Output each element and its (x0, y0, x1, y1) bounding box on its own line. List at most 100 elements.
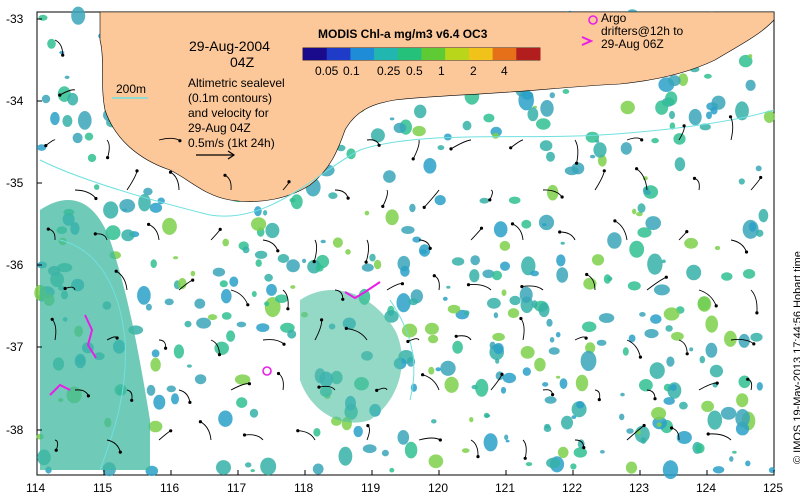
chl-patch (661, 259, 666, 264)
velocity-arrow-head (164, 346, 168, 350)
contour-central (389, 299, 415, 401)
chl-patch (724, 330, 737, 347)
velocity-arrow-head (106, 156, 110, 160)
chl-patch (226, 330, 236, 342)
velocity-arrow-head (147, 222, 151, 226)
chl-patch (62, 115, 73, 127)
chl-patch (589, 154, 596, 159)
chl-patch (756, 382, 763, 391)
chl-patch (397, 430, 410, 445)
chl-patch (750, 332, 763, 342)
chl-patch (546, 457, 561, 469)
velocity-arrow (148, 223, 160, 241)
chl-patch (649, 362, 665, 379)
velocity-arrow-head (114, 269, 118, 273)
velocity-arrow-head (575, 161, 579, 165)
chl-patch (546, 318, 553, 327)
chl-patch (622, 347, 629, 356)
argo-legend-marker (588, 15, 598, 25)
chl-patch (699, 355, 706, 364)
chl-patch (591, 254, 605, 266)
chl-patch (469, 269, 480, 283)
chl-patch (214, 341, 229, 355)
velocity-arrow-head (276, 371, 281, 376)
chl-patch (105, 225, 121, 241)
chl-patch (669, 110, 675, 120)
velocity-arrow-head (714, 304, 718, 308)
chl-patch (452, 340, 463, 354)
credit-line: © IMOS 19-May-2013 17:44:56 Hobart time (780, 178, 800, 464)
chl-patch (137, 286, 151, 305)
chl-patch (493, 312, 499, 319)
chl-patch (556, 375, 561, 379)
velocity-arrow-head (320, 318, 324, 322)
chl-patch (499, 240, 511, 251)
velocity-arrow-head (169, 429, 173, 433)
colorbar-segment (397, 48, 422, 60)
chl-patch (264, 273, 273, 282)
x-tick-label: 118 (294, 481, 314, 495)
velocity-arrow-head (635, 167, 639, 171)
chl-patch (263, 210, 268, 216)
velocity-arrow-head (613, 219, 617, 223)
chl-patch (679, 401, 688, 410)
y-tick-label: -34 (6, 94, 24, 108)
chl-patch (186, 364, 192, 368)
chl-patch (758, 208, 769, 223)
chl-patch (302, 258, 307, 264)
velocity-arrow-head (752, 342, 756, 346)
chl-patch (748, 222, 757, 232)
x-tick-label: 125 (763, 481, 784, 495)
velocity-arrow-head (377, 143, 381, 147)
chl-patch (674, 157, 686, 172)
velocity-arrow (318, 385, 336, 391)
colorbar-segment (326, 48, 351, 60)
chl-patch (559, 378, 568, 389)
velocity-arrow (382, 189, 388, 207)
velocity-arrow-head (400, 282, 404, 286)
chl-patch (651, 137, 659, 144)
velocity-arrow-head (479, 226, 484, 230)
chl-patch (555, 332, 561, 338)
chl-patch (150, 357, 161, 372)
velocity-arrow (614, 220, 628, 241)
chl-patch (404, 441, 418, 459)
chl-patch (560, 241, 565, 245)
chl-patch (229, 276, 239, 287)
contour-200m (39, 109, 775, 217)
chl-patch (414, 104, 427, 119)
velocity-arrow (230, 289, 249, 305)
velocity-arrow-head (50, 317, 54, 321)
colorbar-tick-label: 4 (501, 64, 508, 78)
chl-patch (525, 462, 533, 467)
x-tick-label: 121 (495, 481, 516, 495)
map-time: 04Z (230, 54, 255, 70)
chl-patch (651, 407, 667, 420)
chl-patch (598, 313, 615, 323)
velocity-arrow-head (406, 339, 410, 344)
chl-patch (119, 199, 136, 213)
velocity-arrow (106, 439, 121, 453)
y-tick-label: -38 (6, 423, 24, 437)
x-tick-label: 116 (160, 481, 180, 495)
chl-patch (251, 291, 257, 297)
chl-patch (620, 100, 635, 115)
velocity-arrow-head (642, 423, 646, 428)
chl-patch (653, 284, 670, 296)
chl-patch (47, 38, 56, 49)
x-tick-label: 117 (227, 481, 247, 495)
colorbar-segment (492, 48, 517, 60)
velocity-arrow (422, 374, 440, 391)
chl-patch (570, 463, 577, 470)
chl-patch (647, 253, 663, 275)
velocity-arrow (708, 433, 732, 441)
chl-patch (94, 184, 100, 190)
chl-patch (637, 227, 652, 238)
chl-patch (663, 307, 680, 321)
chl-patch (492, 332, 505, 342)
chl-patch (536, 118, 551, 130)
axis-ticks (36, 18, 775, 475)
velocity-arrow (365, 239, 369, 263)
chl-patch (362, 444, 377, 454)
chl-patch (538, 302, 550, 318)
